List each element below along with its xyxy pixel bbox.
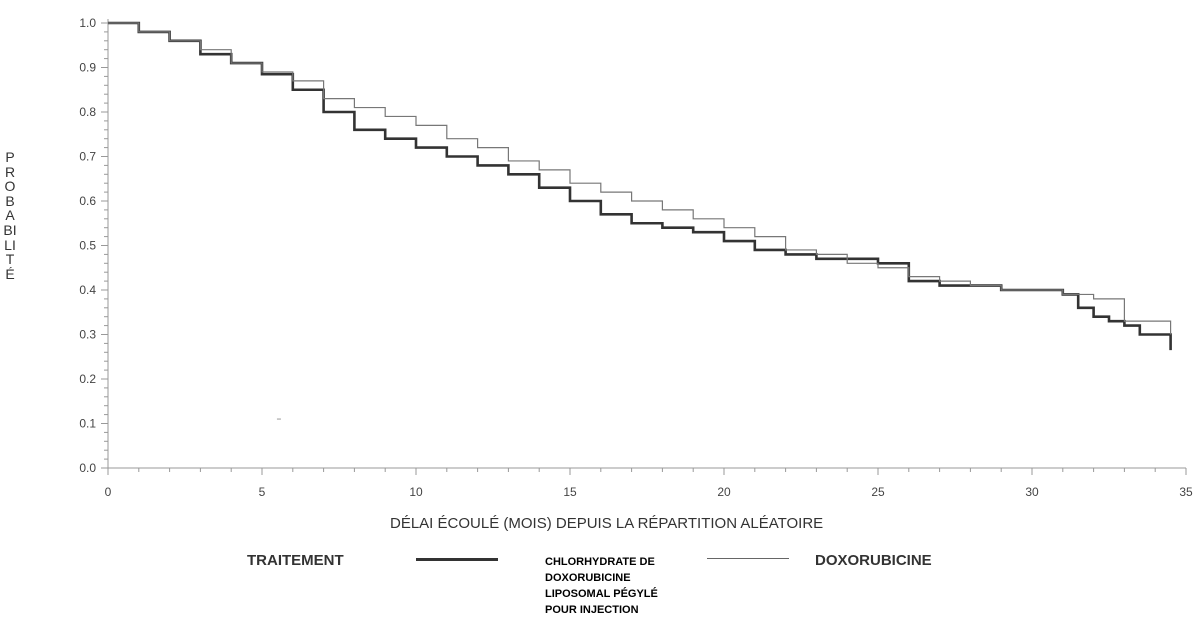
x-tick-label: 35 <box>1179 485 1193 499</box>
x-tick-label: 15 <box>563 485 577 499</box>
chart-ticks: 0.0 0.1 0.2 0.3 0.4 0.5 0.6 0.7 0.8 0.9 1.0 0 5 10 15 2… <box>79 16 1193 499</box>
y-tick-label: 0.6 <box>79 194 96 208</box>
chart-axes <box>107 19 1186 469</box>
legend-title: TRAITEMENT <box>247 552 344 569</box>
x-tick-label: 30 <box>1025 485 1039 499</box>
y-tick-label: 0.3 <box>79 328 96 342</box>
y-axis-title: PROBABILITÉ <box>3 149 17 282</box>
y-tick-label: 0.2 <box>79 372 96 386</box>
y-tick-label: 0.1 <box>79 417 96 431</box>
legend-label-series-2: DOXORUBICINE <box>815 552 932 569</box>
legend-swatch-series-1 <box>416 558 498 561</box>
x-tick-label: 5 <box>259 485 266 499</box>
x-tick-label: 0 <box>105 485 112 499</box>
x-tick-label: 20 <box>717 485 731 499</box>
series-line-2 <box>108 22 1172 335</box>
y-tick-label: 0.9 <box>79 61 96 75</box>
y-tick-label: 0.5 <box>79 239 96 253</box>
y-tick-label: 0.0 <box>79 461 96 475</box>
x-tick-label: 25 <box>871 485 885 499</box>
y-tick-label: 0.8 <box>79 105 96 119</box>
y-tick-label: 0.4 <box>79 283 96 297</box>
y-tick-label: 1.0 <box>79 16 96 30</box>
x-tick-label: 10 <box>409 485 423 499</box>
x-axis-title: DÉLAI ÉCOULÉ (MOIS) DEPUIS LA RÉPARTITIO… <box>390 515 824 532</box>
chart-series-layer <box>108 21 1172 351</box>
legend-swatch-series-2 <box>707 558 789 559</box>
y-tick-label: 0.7 <box>79 150 96 164</box>
legend-label-series-1: CHLORHYDRATE DE DOXORUBICINE LIPOSOMAL P… <box>545 556 658 616</box>
